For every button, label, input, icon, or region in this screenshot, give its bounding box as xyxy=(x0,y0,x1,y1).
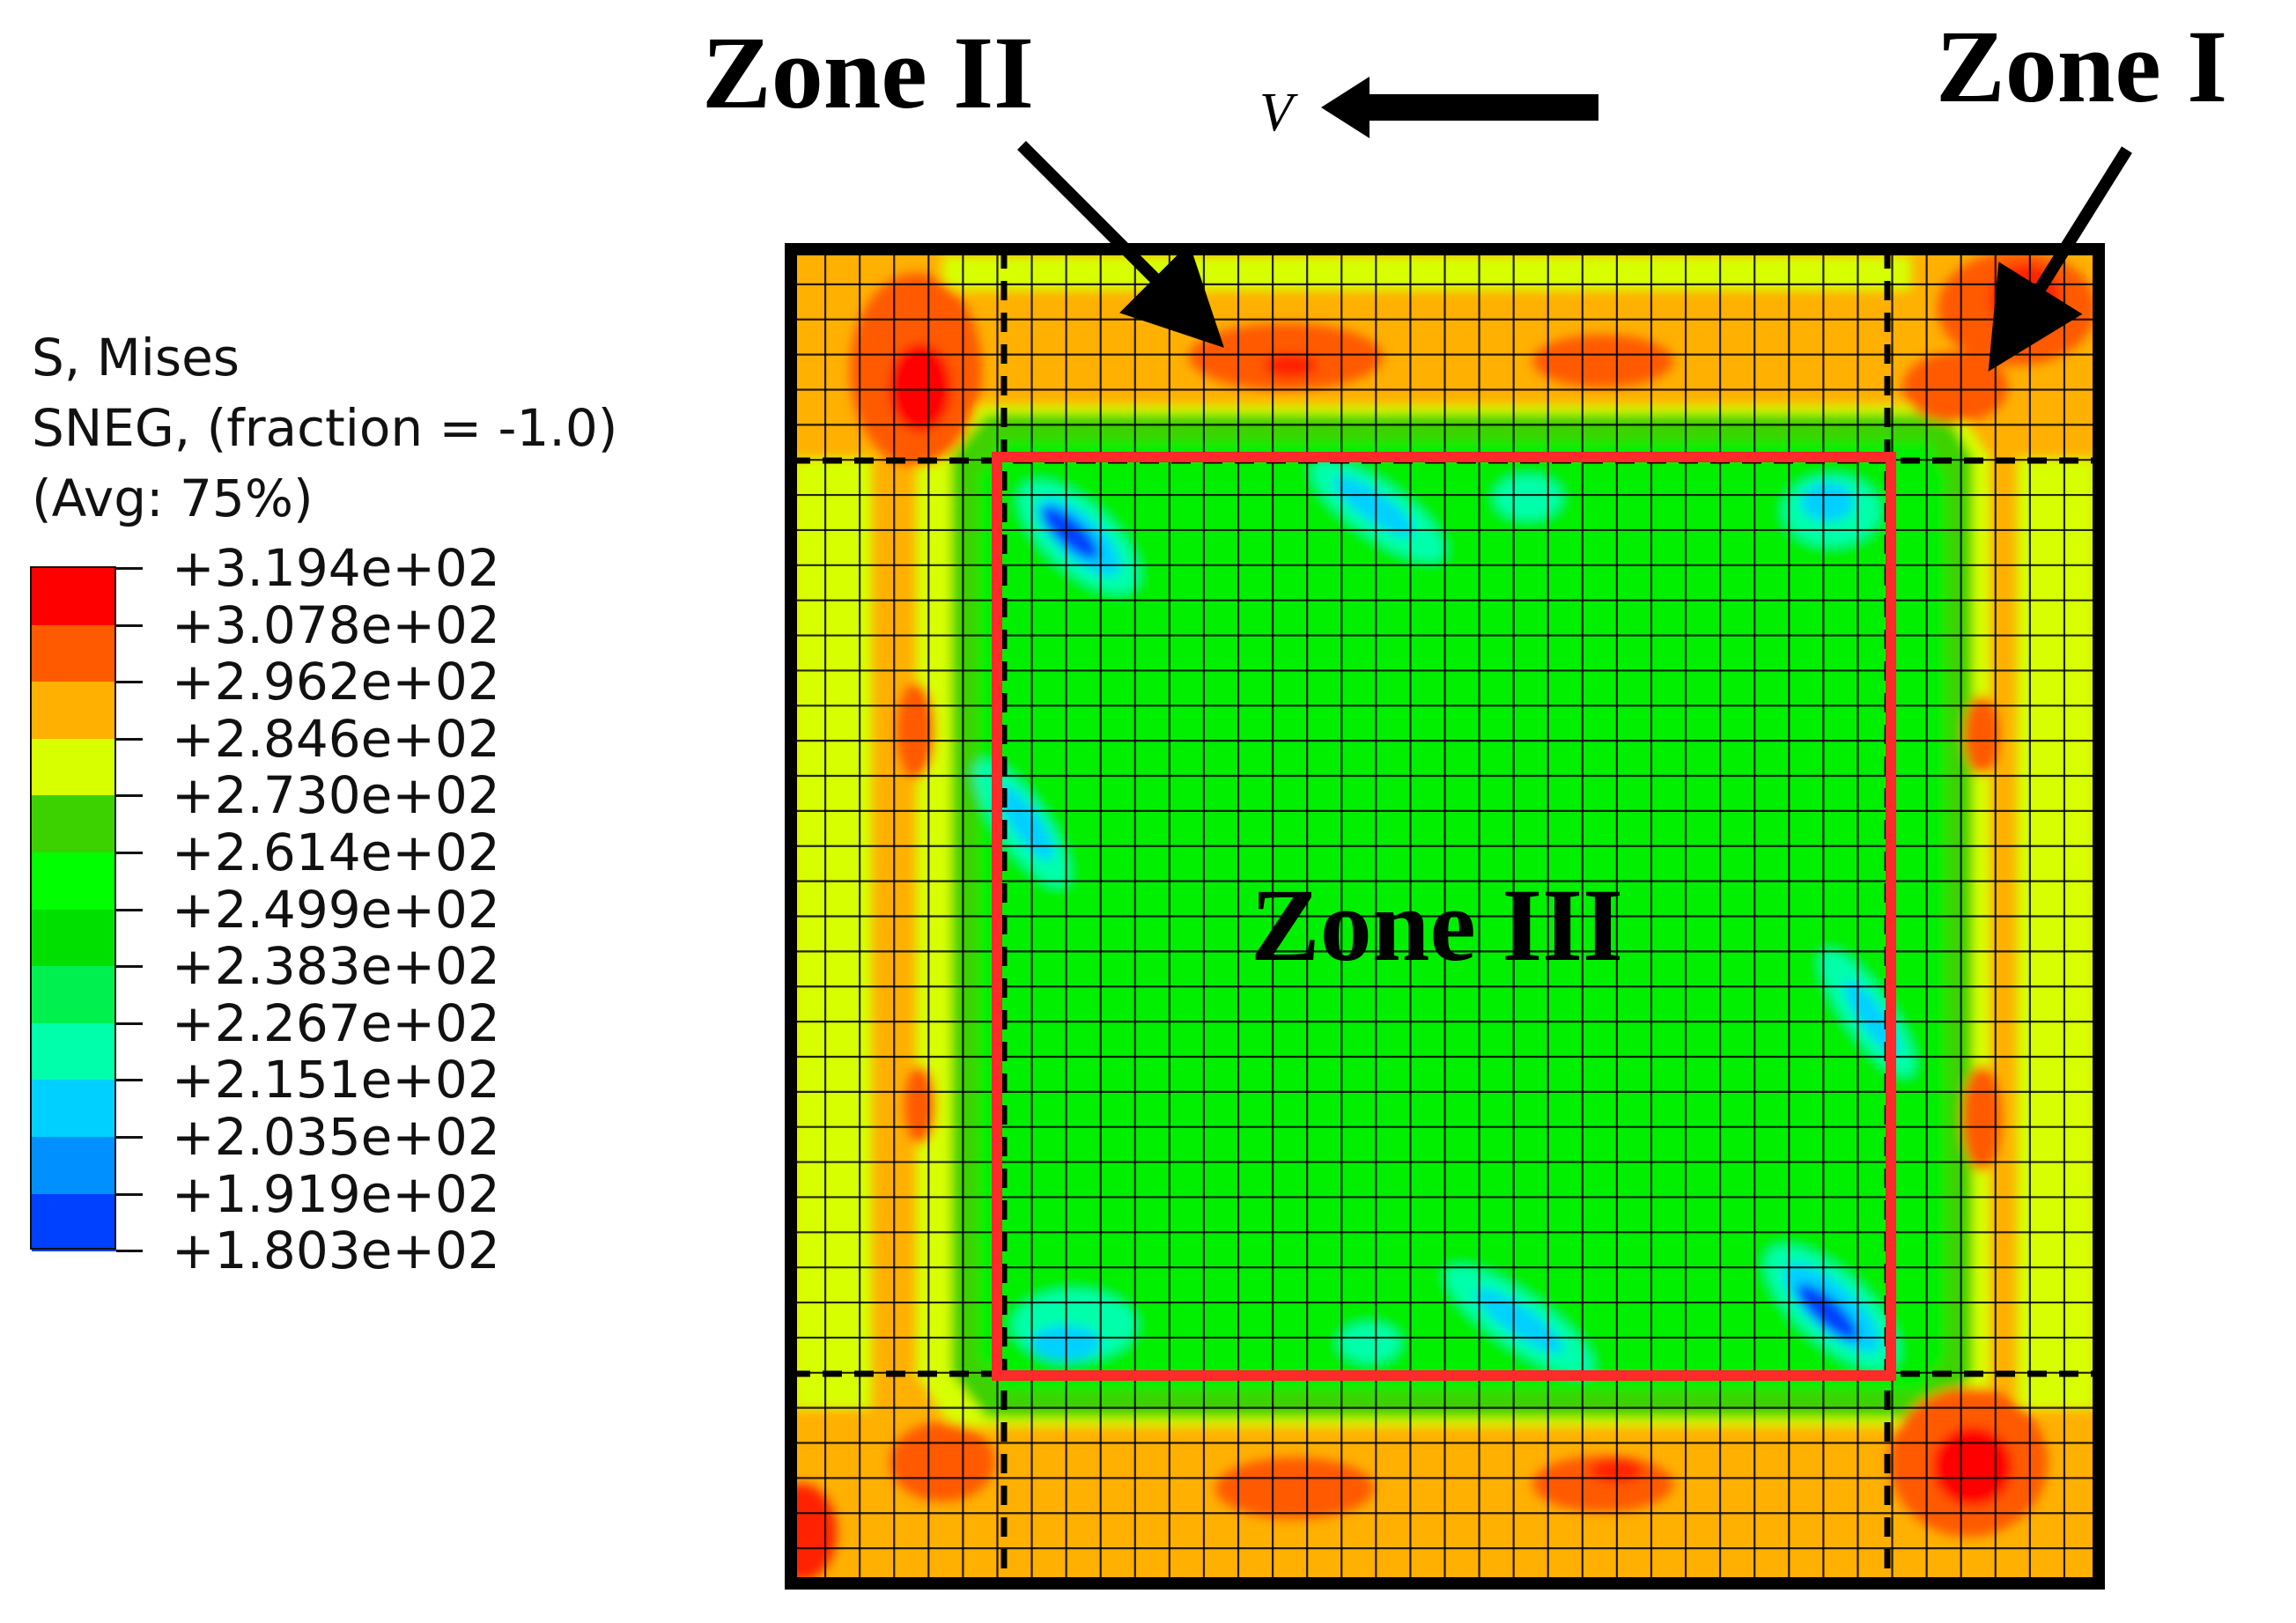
legend-swatch xyxy=(32,568,116,626)
color-legend: S, Mises SNEG, (fraction = -1.0) (Avg: 7… xyxy=(0,0,793,1623)
legend-title-line-3: (Avg: 75%) xyxy=(32,468,314,528)
legend-tick xyxy=(116,1250,143,1253)
legend-color-bar-frame xyxy=(30,566,116,1250)
legend-tick xyxy=(116,1192,143,1196)
velocity-arrow xyxy=(1321,77,1598,138)
legend-swatch xyxy=(32,738,116,797)
legend-value-label: +3.078e+02 xyxy=(172,594,500,655)
legend-tick xyxy=(116,852,143,854)
red-core-top-center xyxy=(1264,353,1317,378)
legend-value-label: +1.919e+02 xyxy=(172,1163,500,1224)
legend-tick xyxy=(116,1136,143,1139)
hot-spot-bottom-left xyxy=(890,1422,995,1501)
legend-swatch xyxy=(32,795,116,853)
legend-title-line-2: SNEG, (fraction = -1.0) xyxy=(32,398,618,458)
zone-iii-boundary xyxy=(992,452,1896,1381)
hot-spot-left-mid xyxy=(897,682,935,779)
legend-title-line-1: S, Mises xyxy=(32,328,240,387)
legend-tick xyxy=(116,623,143,627)
legend-value-label: +2.383e+02 xyxy=(172,936,500,997)
low-stress-pocket-top-right-center xyxy=(1495,476,1561,520)
zone-ii-label: Zone II xyxy=(702,15,1034,130)
contour-band-yellow-left xyxy=(793,458,872,1409)
legend-tick xyxy=(116,794,143,798)
legend-swatch xyxy=(32,966,116,1024)
zone-iii-label: Zone III xyxy=(1251,867,1623,983)
low-stress-pocket-bottom-right-core xyxy=(1797,1283,1858,1341)
velocity-arrow-head xyxy=(1321,77,1369,138)
contour-band-yellow-top xyxy=(942,255,1911,291)
red-core-bottom-right xyxy=(1933,1427,2012,1506)
low-stress-pocket-left-core xyxy=(998,786,1054,860)
legend-value-label: +2.730e+02 xyxy=(172,765,500,826)
legend-tick xyxy=(116,737,143,741)
legend-swatch xyxy=(32,1022,116,1081)
legend-tick xyxy=(116,908,143,911)
legend-value-label: +2.151e+02 xyxy=(172,1050,500,1110)
legend-swatch xyxy=(32,1193,116,1252)
stress-contour-plot xyxy=(791,249,2099,1583)
legend-value-label: +1.803e+02 xyxy=(172,1221,500,1281)
element-mesh-grid xyxy=(791,249,2099,1583)
legend-swatch xyxy=(32,1137,116,1195)
legend-swatch xyxy=(32,682,116,740)
zone-i-label: Zone I xyxy=(1936,9,2227,124)
velocity-arrow-shaft xyxy=(1361,94,1598,121)
legend-value-label: +2.846e+02 xyxy=(172,708,500,769)
legend-swatch xyxy=(32,1080,116,1138)
hot-spot-top-right-center xyxy=(1532,335,1673,387)
legend-swatch xyxy=(32,624,116,683)
legend-tick xyxy=(116,1079,143,1082)
legend-value-label: +2.499e+02 xyxy=(172,879,500,940)
legend-value-label: +2.962e+02 xyxy=(172,652,500,712)
red-core-top-left xyxy=(890,343,951,432)
legend-tick xyxy=(116,567,143,570)
hot-spot-bottom-center xyxy=(1215,1457,1374,1519)
low-stress-pocket-bottom-mid xyxy=(1339,1324,1400,1362)
legend-swatch xyxy=(32,909,116,968)
low-stress-pocket-top-center-core xyxy=(1333,476,1414,537)
legend-tick xyxy=(116,681,143,684)
legend-value-label: +2.267e+02 xyxy=(172,992,500,1053)
hot-spot-zone-i xyxy=(1902,352,2008,423)
hot-spot-left-low xyxy=(904,1066,936,1145)
hot-spot-right-mid xyxy=(1964,696,1999,775)
velocity-label: V xyxy=(1259,83,1298,143)
zone-i-pointer-arrow xyxy=(1988,146,2132,372)
plate-outline xyxy=(785,243,2105,1590)
legend-swatch xyxy=(32,852,116,911)
legend-value-label: +2.035e+02 xyxy=(172,1107,500,1167)
zone-ii-pointer-arrow xyxy=(1017,141,1224,348)
legend-tick xyxy=(116,965,143,969)
low-stress-pocket-top-right-core xyxy=(1801,483,1854,521)
legend-value-label: +2.614e+02 xyxy=(172,823,500,882)
low-stress-pocket-top-left-core xyxy=(1041,505,1099,560)
legend-tick xyxy=(116,1022,143,1025)
legend-value-label: +3.194e+02 xyxy=(172,538,500,598)
